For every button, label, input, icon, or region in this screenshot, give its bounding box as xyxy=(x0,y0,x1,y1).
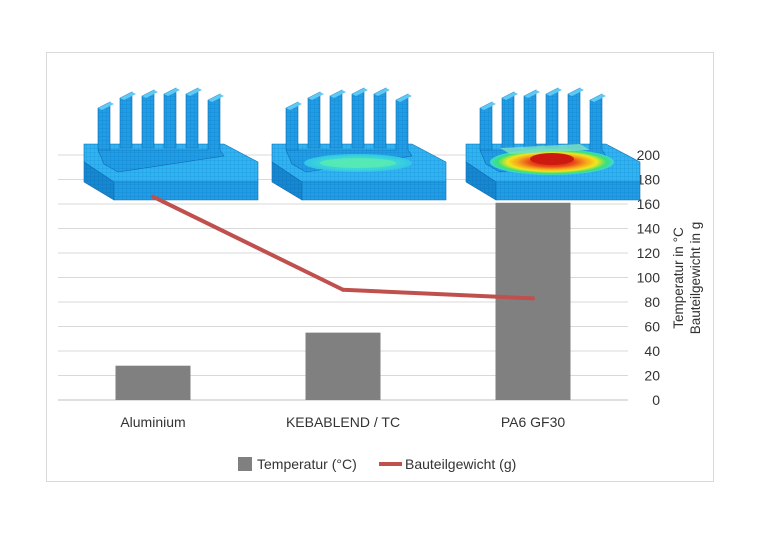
thermal-image-pa6gf30 xyxy=(465,87,641,201)
y-tick-label: 200 xyxy=(637,147,661,163)
bar-temperatur xyxy=(115,365,191,400)
line-point-bauteilgewicht xyxy=(341,287,345,292)
heatsink-thermal-green-center-icon xyxy=(271,87,447,201)
y-tick-label: 40 xyxy=(644,343,660,359)
y-tick-label: 100 xyxy=(637,270,661,286)
line-points xyxy=(151,194,535,301)
thermal-image-kebablend xyxy=(271,87,447,201)
legend: Temperatur (°C) Bauteilgewicht (g) xyxy=(238,456,516,472)
x-tick-label: Aluminium xyxy=(120,414,185,430)
y-tick-label: 180 xyxy=(637,172,661,188)
series-line-bauteilgewicht xyxy=(152,194,534,301)
category-labels: Aluminium KEBABLEND / TC PA6 GF30 xyxy=(120,414,565,430)
y-tick-label: 120 xyxy=(637,245,661,261)
y-tick-label: 0 xyxy=(652,392,660,408)
legend-swatch-temperatur xyxy=(238,457,252,471)
line-point-bauteilgewicht xyxy=(531,296,535,301)
x-tick-label: KEBABLEND / TC xyxy=(286,414,400,430)
legend-label-temperatur: Temperatur (°C) xyxy=(257,456,357,472)
y-tick-label: 140 xyxy=(637,221,661,237)
y-axis-title-line-1: Temperatur in °C xyxy=(671,227,686,329)
legend-label-bauteilgewicht: Bauteilgewicht (g) xyxy=(405,456,516,472)
y-axis-title-line-2: Bauteilgewicht in g xyxy=(688,222,703,335)
bar-temperatur xyxy=(495,202,571,400)
bars xyxy=(115,202,571,400)
y-tick-label: 20 xyxy=(644,368,660,384)
line-point-bauteilgewicht xyxy=(151,194,155,199)
bar-temperatur xyxy=(305,332,381,400)
y-tick-label: 60 xyxy=(644,319,660,335)
heatsink-thermal-red-hotspot-icon xyxy=(465,87,641,201)
y-tick-label: 160 xyxy=(637,196,661,212)
y-tick-label: 80 xyxy=(644,294,660,310)
thermal-image-aluminium xyxy=(83,87,259,201)
y-tick-labels: 0 20 40 60 80 100 120 140 160 180 200 xyxy=(637,147,661,408)
x-tick-label: PA6 GF30 xyxy=(501,414,566,430)
heatsink-thermal-uniform-blue-icon xyxy=(83,87,259,201)
